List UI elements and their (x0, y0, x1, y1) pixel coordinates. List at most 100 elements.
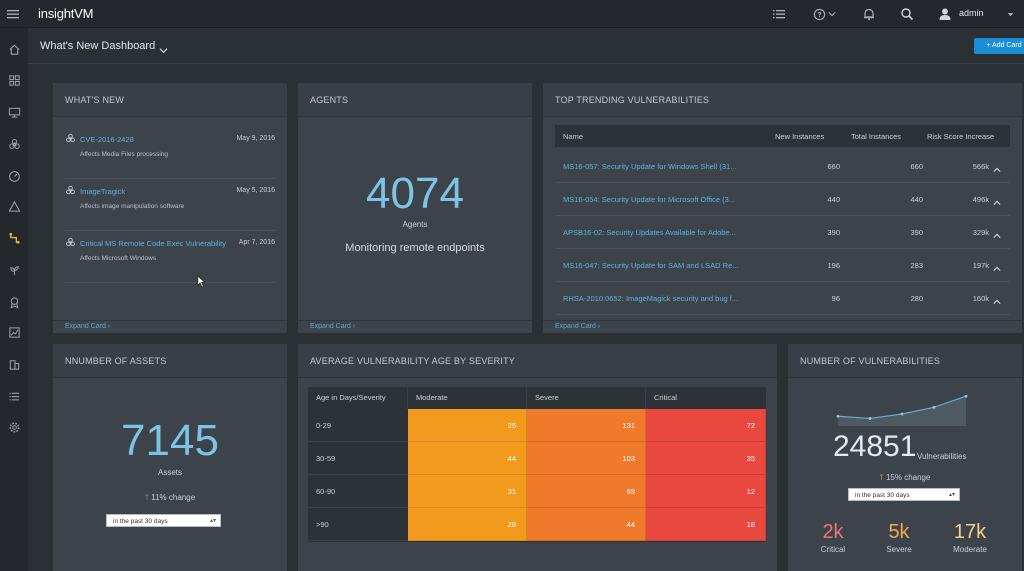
warning-icon[interactable] (4, 196, 24, 216)
whats-new-card: WHAT'S NEW CVE-2016-2428 May 9, 2016 Aff… (53, 83, 287, 333)
search-icon[interactable] (898, 4, 916, 24)
period-select[interactable]: in the past 30 days ▴▾ (106, 514, 221, 527)
column-header[interactable]: Risk Score Increase (927, 132, 995, 141)
caret-down-icon[interactable] (1004, 4, 1016, 24)
top-bar: insightVM ? admin (0, 0, 1024, 28)
help-icon[interactable]: ? (810, 4, 838, 24)
chevron-down-icon[interactable] (159, 42, 168, 60)
biohazard-icon[interactable] (4, 134, 24, 154)
news-item[interactable]: Critical MS Remote Code Exec Vulnerabili… (65, 231, 275, 283)
dashboard-bar: What's New Dashboard + Add Card (28, 28, 1024, 64)
assets-label: Assets (157, 468, 182, 477)
heatmap-cell[interactable]: 69 (527, 475, 646, 508)
home-icon[interactable] (4, 39, 24, 59)
heatmap-cell[interactable]: 28 (408, 508, 527, 541)
vulnerability-name[interactable]: MS16-057: Security Update for Windows Sh… (563, 162, 737, 171)
heatmap-cell[interactable]: 44 (408, 442, 527, 475)
vulnerability-name[interactable]: RHSA-2010:0652: ImageMagick security and… (563, 294, 739, 303)
user-name[interactable]: admin (959, 8, 984, 18)
expand-card-link[interactable]: Expand Card › (310, 323, 356, 330)
column-header[interactable]: Name (563, 132, 584, 141)
card-body: 24851 Vulnerabilities 🡑 15% change in th… (788, 378, 1022, 571)
vulnerability-age-card: AVERAGE VULNERABILITY AGE BY SEVERITY Ag… (298, 344, 777, 571)
news-description: Affects Microsoft Windows (80, 255, 157, 262)
vulnerability-name[interactable]: MS16-054: Security Update for Microsoft … (563, 195, 736, 204)
heatmap-cell[interactable]: 103 (527, 442, 646, 475)
menu-icon[interactable] (4, 4, 22, 24)
heatmap-cell[interactable]: 131 (527, 409, 646, 442)
monitor-icon[interactable] (4, 102, 24, 122)
card-title: WHAT'S NEW (53, 83, 287, 117)
severity-header: Moderate (408, 387, 527, 409)
total-instances: 390 (910, 228, 923, 237)
sparkline-point (964, 394, 968, 398)
new-instances: 96 (831, 294, 840, 303)
list-icon[interactable] (770, 4, 788, 24)
assets-card: NNUMBER OF ASSETS 7145 Assets 🡑 11% chan… (53, 344, 287, 571)
biohazard-icon (66, 185, 75, 195)
dashboard-icon[interactable] (4, 70, 24, 90)
trend-sparkline (836, 394, 968, 426)
risk-score-increase: 329k (972, 228, 989, 237)
vulnerability-name[interactable]: APSB16-02: Security Updates Available fo… (563, 228, 736, 237)
expand-card-link[interactable]: Expand Card › (65, 323, 111, 330)
chart-icon[interactable] (4, 322, 24, 342)
card-title: AGENTS (298, 83, 532, 117)
heatmap-cell[interactable]: 18 (646, 508, 766, 541)
gear-icon[interactable] (4, 417, 24, 437)
new-instances: 196 (827, 261, 840, 270)
add-card-button[interactable]: + Add Card (974, 38, 1024, 54)
table-row[interactable]: MS16-057: Security Update for Windows Sh… (555, 150, 1010, 183)
divider (543, 320, 1022, 321)
age-range-label: 30-59 (308, 442, 408, 475)
column-header[interactable]: Total Instances (851, 132, 902, 141)
bell-icon[interactable] (860, 4, 878, 24)
card-body: Name New Instances Total Instances Risk … (543, 117, 1022, 333)
dashboard-title[interactable]: What's New Dashboard (40, 40, 156, 52)
heatmap-cell[interactable]: 12 (646, 475, 766, 508)
heatmap-cell[interactable]: 44 (527, 508, 646, 541)
period-select[interactable]: in the past 30 days ▴▾ (848, 488, 960, 501)
user-icon[interactable] (938, 4, 952, 24)
expand-card-link[interactable]: Expand Card › (555, 323, 601, 330)
table-row[interactable]: MS16-047: Security Update for SAM and LS… (555, 249, 1010, 282)
card-body: CVE-2016-2428 May 9, 2016 Affects Media … (53, 117, 287, 333)
heatmap-cell[interactable]: 25 (408, 409, 527, 442)
total-instances: 660 (910, 162, 923, 171)
news-item[interactable]: CVE-2016-2428 May 9, 2016 Affects Media … (65, 127, 275, 179)
critical-label: Critical (820, 545, 846, 554)
vulnerability-name[interactable]: MS16-047: Security Update for SAM and LS… (563, 261, 739, 270)
chevron-up-icon (993, 293, 1001, 311)
building-icon[interactable] (4, 354, 24, 374)
badge-icon[interactable] (4, 292, 24, 312)
divider (298, 320, 532, 321)
news-title[interactable]: ImageTragick (80, 187, 126, 196)
news-title[interactable]: CVE-2016-2428 (80, 135, 134, 144)
critical-stat: 2k Critical (808, 521, 858, 554)
column-header[interactable]: New Instances (775, 132, 825, 141)
news-description: Affects Media Files processing (80, 151, 169, 158)
gauge-icon[interactable] (4, 166, 24, 186)
agents-count: 4074 (366, 169, 464, 218)
heatmap-cell[interactable]: 35 (646, 442, 766, 475)
workflow-icon[interactable] (4, 228, 24, 248)
news-title[interactable]: Critical MS Remote Code Exec Vulnerabili… (80, 239, 227, 248)
age-range-label: >90 (308, 508, 408, 541)
table-header: Name New Instances Total Instances Risk … (555, 125, 1010, 147)
heatmap-cell[interactable]: 31 (408, 475, 527, 508)
table-row[interactable]: RHSA-2010:0652: ImageMagick security and… (555, 282, 1010, 315)
chevron-down-icon (827, 12, 836, 17)
plant-icon[interactable] (4, 260, 24, 280)
sparkline-point (836, 414, 840, 418)
arrow-up-icon: 🡑 (879, 473, 884, 482)
heatmap-table: Age in Days/Severity Moderate Severe Cri… (308, 387, 766, 542)
list-icon[interactable] (4, 386, 24, 406)
table-row[interactable]: APSB16-02: Security Updates Available fo… (555, 216, 1010, 249)
sparkline-area (838, 396, 966, 426)
total-instances: 283 (910, 261, 923, 270)
news-item[interactable]: ImageTragick May 5, 2016 Affects image m… (65, 179, 275, 231)
table-row[interactable]: MS16-054: Security Update for Microsoft … (555, 183, 1010, 216)
new-instances: 660 (827, 162, 840, 171)
app-logo: insightVM (38, 6, 94, 21)
heatmap-cell[interactable]: 72 (646, 409, 766, 442)
